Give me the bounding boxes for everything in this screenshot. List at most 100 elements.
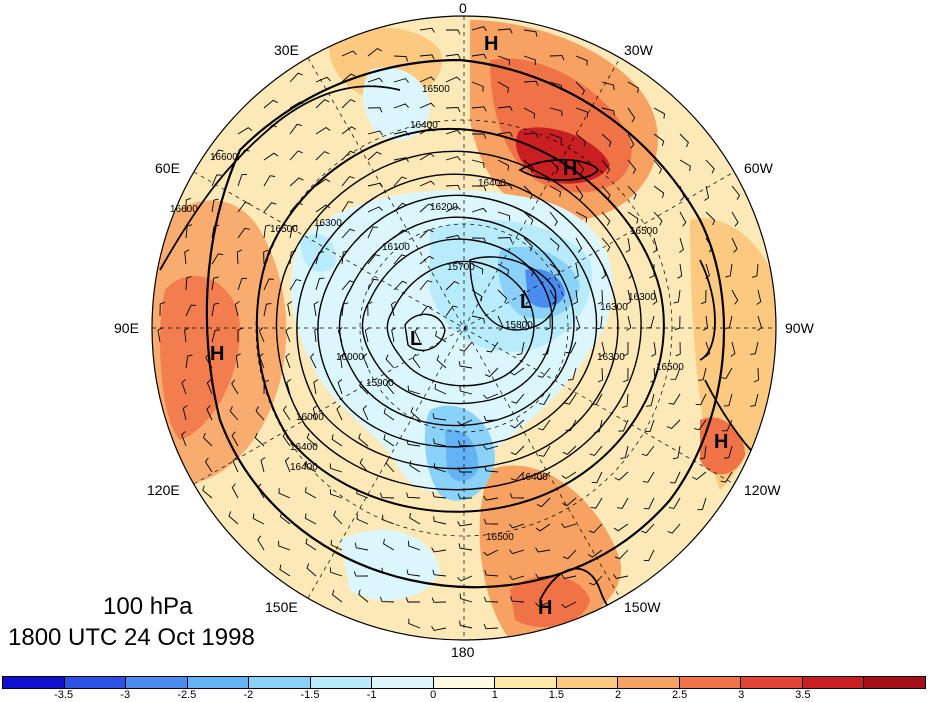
wind-barb <box>367 301 373 317</box>
wind-barb <box>509 523 525 529</box>
high-pressure-label: H <box>484 33 498 55</box>
pressure-level-caption: 100 hPa <box>103 593 193 620</box>
wind-barb <box>263 379 270 395</box>
wind-barb <box>341 99 356 109</box>
longitude-label-120w: 120W <box>744 482 781 498</box>
wind-barb <box>575 133 586 147</box>
wind-barb <box>304 513 317 525</box>
wind-barb <box>185 304 197 317</box>
wind-barb <box>289 225 298 239</box>
wind-barb <box>509 492 525 499</box>
wind-barb <box>565 341 577 354</box>
wind-barb <box>185 354 193 369</box>
wind-barb <box>331 434 343 447</box>
wind-barb <box>497 106 513 112</box>
wind-barb <box>699 445 707 460</box>
wind-barb <box>626 315 632 331</box>
wind-barb <box>367 151 382 161</box>
wind-barb <box>618 419 629 432</box>
contour-label: 16300 <box>600 302 628 313</box>
colorbar-tick-label: 1.5 <box>548 689 565 701</box>
wind-barb <box>601 133 612 147</box>
wind-barb <box>677 263 683 279</box>
wind-barb <box>471 53 487 59</box>
wind-barb <box>458 361 473 369</box>
wind-barb <box>229 406 239 421</box>
wind-barb <box>364 327 370 343</box>
wind-barb <box>675 341 681 357</box>
wind-barb <box>419 280 433 291</box>
wind-barb <box>679 159 691 172</box>
wind-barb <box>641 523 655 534</box>
contour-label: 16500 <box>270 224 298 235</box>
wind-barb <box>510 596 525 603</box>
wind-barb <box>575 107 588 118</box>
wind-barb <box>457 575 473 582</box>
wind-barb <box>431 547 447 553</box>
wind-barb <box>642 471 655 483</box>
wind-barb <box>756 289 762 305</box>
longitude-label-120e: 120E <box>147 482 180 498</box>
wind-barb <box>587 549 603 558</box>
wind-barb <box>723 393 733 407</box>
wind-barb <box>367 254 381 265</box>
wind-barb <box>653 211 663 226</box>
wind-barb <box>228 511 239 525</box>
wind-barb <box>341 280 355 291</box>
colorbar-segment <box>802 677 865 688</box>
wind-barb <box>542 341 551 356</box>
wind-barb <box>278 540 291 551</box>
wind-barb <box>393 280 408 291</box>
wind-barb <box>341 73 356 83</box>
wind-barb <box>750 393 759 407</box>
wind-barb <box>497 263 509 275</box>
wind-barb <box>367 107 383 113</box>
wind-barb <box>336 405 343 421</box>
wind-barb <box>497 289 508 304</box>
pressure-center-group: H H L L H H H <box>210 33 728 619</box>
contour-label: 16100 <box>382 242 410 253</box>
wind-barb <box>354 542 369 551</box>
wind-barb <box>315 76 331 83</box>
wind-barb <box>573 263 579 279</box>
colorbar-tick-label: 3 <box>738 689 745 701</box>
wind-barb <box>692 471 707 481</box>
wind-barb <box>367 47 382 57</box>
wind-barb <box>419 255 434 265</box>
wind-barb <box>393 55 409 62</box>
wind-barb <box>523 185 533 200</box>
wind-barb <box>471 159 485 169</box>
wind-barb <box>237 277 247 291</box>
wind-barb <box>305 487 317 499</box>
contour-label: 16500 <box>422 84 450 95</box>
wind-barb <box>414 327 421 343</box>
wind-barb <box>435 330 447 343</box>
colorbar-segment <box>618 677 680 688</box>
contour-label: 16600 <box>170 204 198 215</box>
wind-barb <box>757 315 763 331</box>
wind-barb <box>419 127 435 135</box>
wind-barb <box>575 315 581 331</box>
wind-barb <box>472 133 487 139</box>
wind-barb <box>406 439 421 447</box>
wind-barb <box>313 379 319 395</box>
colorbar-tick-label: -3 <box>120 689 131 701</box>
high-pressure-label: H <box>210 343 224 365</box>
wind-barb <box>211 174 222 187</box>
wind-barb <box>236 249 243 265</box>
wind-barb <box>409 512 421 525</box>
wind-barb <box>483 415 499 421</box>
wind-barb <box>601 107 615 116</box>
contour-label-group: 16500 16400 16600 16600 16500 16400 1630… <box>170 84 684 543</box>
wind-barb <box>313 301 319 317</box>
wind-barb <box>257 535 265 551</box>
wind-barb <box>705 237 713 253</box>
wind-barb <box>211 224 220 239</box>
wind-barb <box>562 497 577 507</box>
longitude-label-90w: 90W <box>785 320 814 336</box>
wind-barb <box>282 431 291 447</box>
wind-barb <box>617 497 629 509</box>
wind-barb <box>575 81 585 96</box>
wind-barb <box>471 106 487 112</box>
wind-barb <box>315 151 330 161</box>
